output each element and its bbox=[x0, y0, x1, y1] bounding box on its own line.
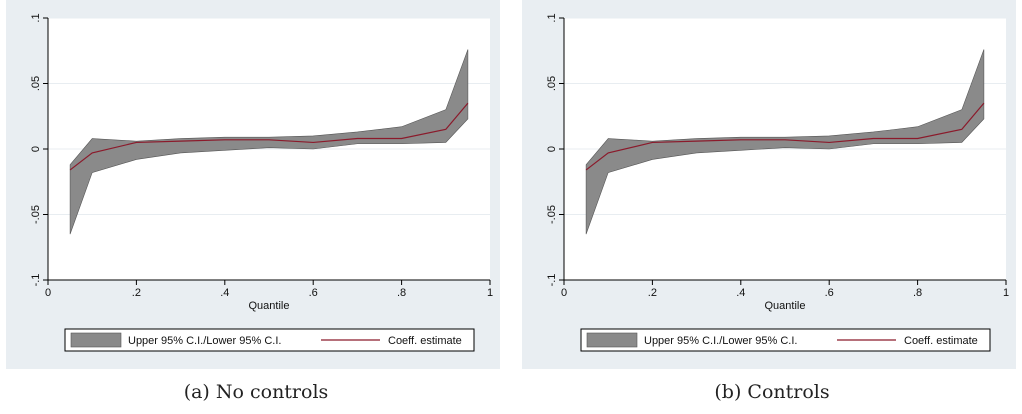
x-tick-label-2: .4 bbox=[220, 287, 229, 299]
x-tick-label-4: .8 bbox=[913, 287, 922, 299]
confidence-band bbox=[585, 49, 985, 235]
legend-label-band: Upper 95% C.I./Lower 95% C.I. bbox=[128, 335, 281, 347]
x-tick-label-1: .2 bbox=[648, 287, 657, 299]
coefficient-line bbox=[69, 102, 469, 171]
coefficient-line bbox=[585, 102, 985, 171]
chart-panel-b: -.1 -.05 0 .05 .1 0 .2 .4 .6 .8 1 Quantile Upper 95%… bbox=[522, 0, 1022, 414]
x-tick-label-0: 0 bbox=[45, 287, 51, 299]
confidence-band bbox=[69, 49, 469, 235]
legend-label-line: Coeff. estimate bbox=[388, 335, 462, 347]
y-tick-label-4: .1 bbox=[546, 13, 558, 22]
legend-swatch-band bbox=[586, 332, 638, 348]
chart-svg-b: -.1 -.05 0 .05 .1 0 .2 .4 .6 .8 1 Quantile Upper 95%… bbox=[546, 13, 1009, 352]
y-tick-label-1: -.05 bbox=[546, 205, 558, 224]
legend-swatch-band bbox=[70, 332, 122, 348]
x-tick-label-2: .4 bbox=[736, 287, 745, 299]
y-tick-label-1: -.05 bbox=[30, 205, 42, 224]
chart-svg-a: -.1 -.05 0 .05 .1 0 .2 .4 .6 .8 1 Quantile Upper 95%… bbox=[30, 13, 493, 352]
y-tick-label-0: -.1 bbox=[30, 274, 42, 287]
y-tick-label-3: .05 bbox=[546, 76, 558, 91]
x-tick-label-3: .6 bbox=[825, 287, 834, 299]
y-tick-label-2: 0 bbox=[546, 146, 558, 152]
caption-b: (b) Controls bbox=[714, 381, 830, 403]
chart-area-a: -.1 -.05 0 .05 .1 0 .2 .4 .6 .8 1 Quantile Upper 95%… bbox=[6, 0, 500, 369]
x-axis-label: Quantile bbox=[765, 300, 806, 312]
y-tick-label-2: 0 bbox=[30, 146, 42, 152]
legend-box bbox=[580, 328, 991, 352]
y-tick-label-3: .05 bbox=[30, 76, 42, 91]
x-tick-label-5: 1 bbox=[1003, 287, 1009, 299]
y-tick-label-4: .1 bbox=[30, 13, 42, 22]
chart-panel-a: -.1 -.05 0 .05 .1 0 .2 .4 .6 .8 1 Quantile Upper 95%… bbox=[6, 0, 506, 414]
x-tick-label-0: 0 bbox=[561, 287, 567, 299]
chart-area-b: -.1 -.05 0 .05 .1 0 .2 .4 .6 .8 1 Quantile Upper 95%… bbox=[522, 0, 1016, 369]
x-tick-label-3: .6 bbox=[309, 287, 318, 299]
legend-box bbox=[64, 328, 475, 352]
x-tick-label-1: .2 bbox=[132, 287, 141, 299]
caption-a: (a) No controls bbox=[183, 381, 329, 403]
legend-label-line: Coeff. estimate bbox=[904, 335, 978, 347]
legend-label-band: Upper 95% C.I./Lower 95% C.I. bbox=[644, 335, 797, 347]
x-axis-label: Quantile bbox=[249, 300, 290, 312]
x-tick-label-4: .8 bbox=[397, 287, 406, 299]
x-tick-label-5: 1 bbox=[487, 287, 493, 299]
y-tick-label-0: -.1 bbox=[546, 274, 558, 287]
